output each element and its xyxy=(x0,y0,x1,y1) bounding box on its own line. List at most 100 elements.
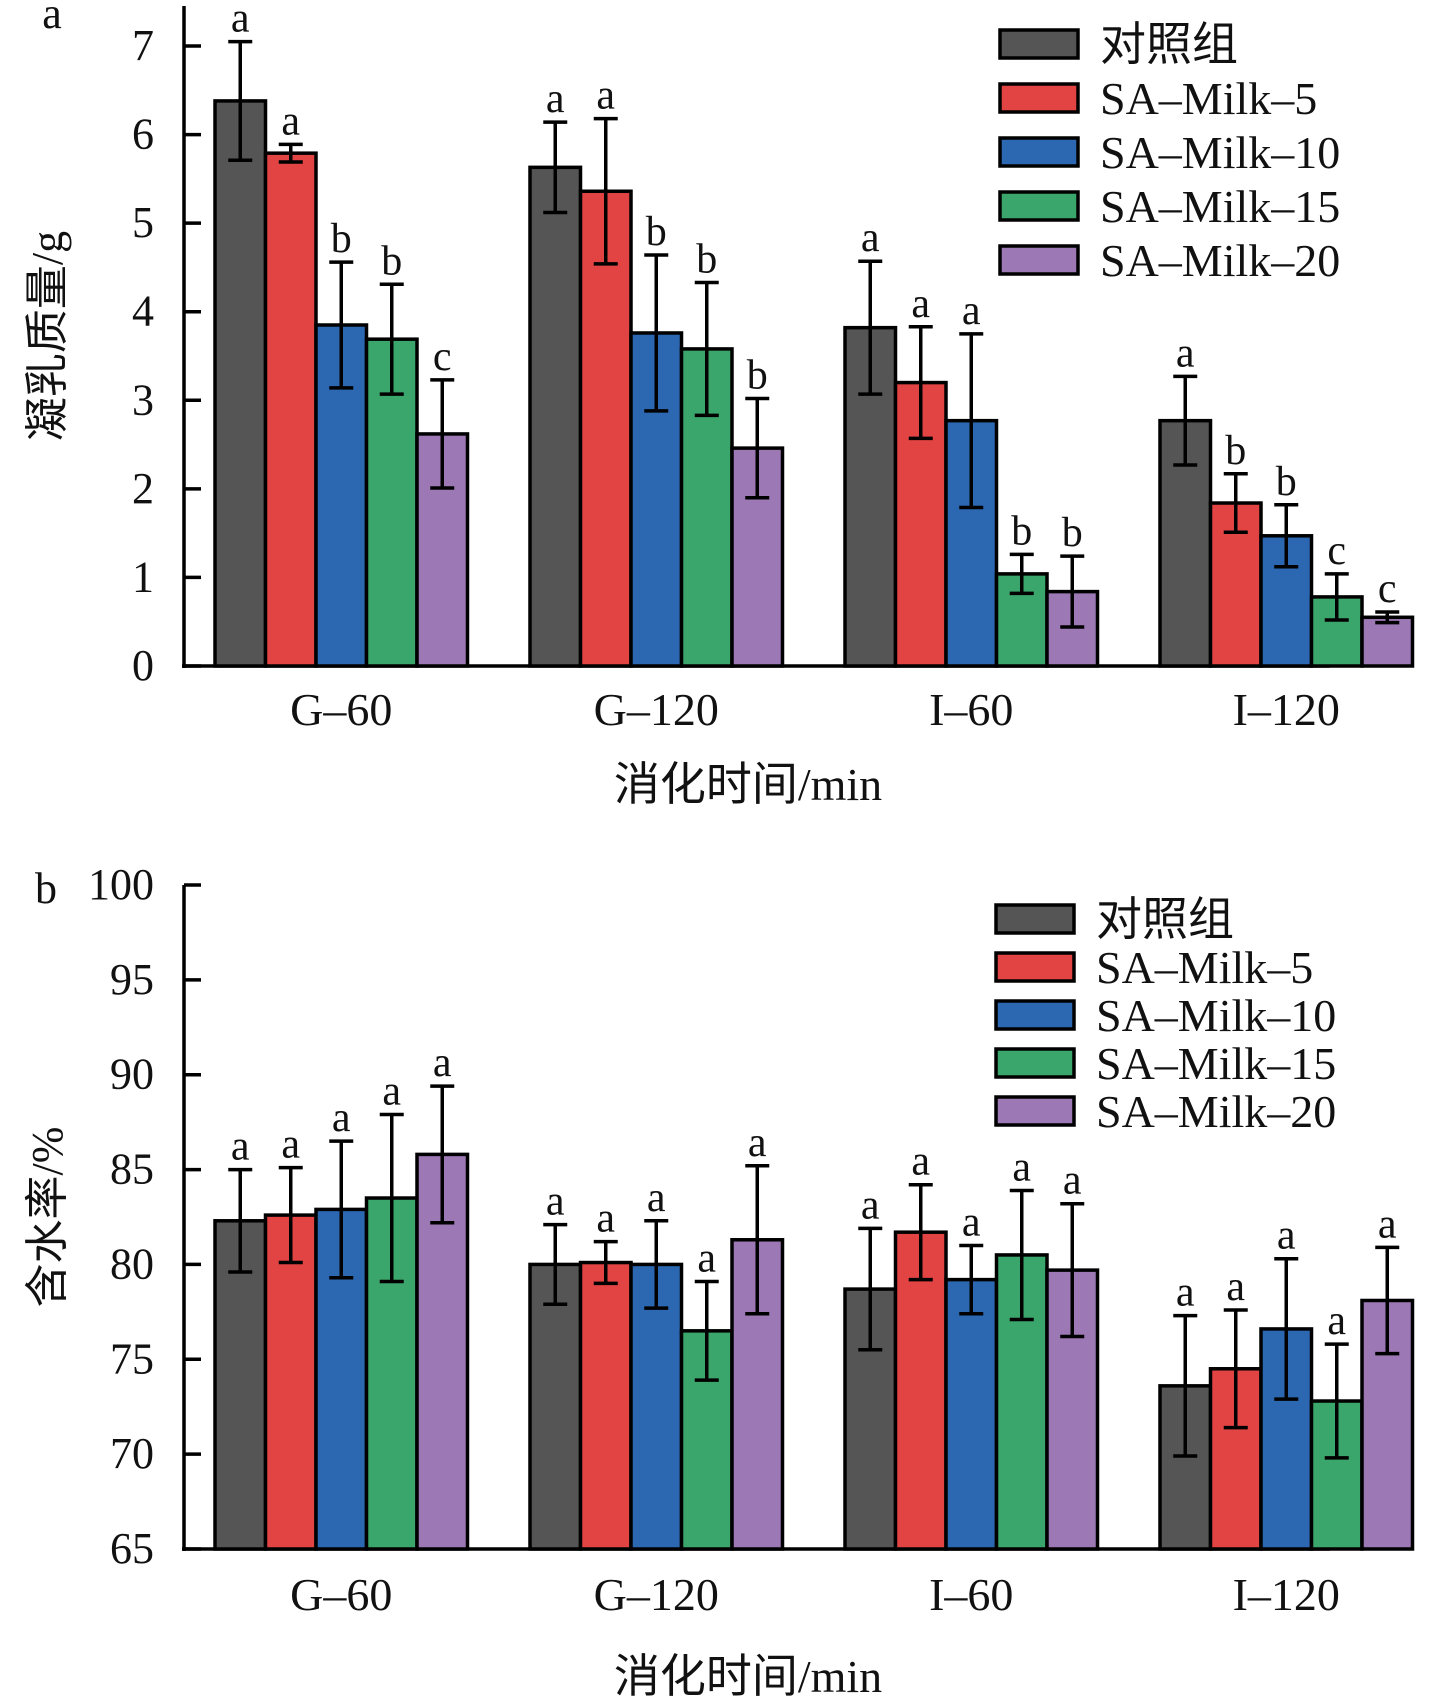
x-axis-title: 消化时间/min xyxy=(614,759,882,810)
bar xyxy=(528,1262,583,1551)
significance-label: a xyxy=(231,1124,250,1170)
y-tick-label: 90 xyxy=(110,1050,154,1099)
legend-swatch xyxy=(998,28,1080,60)
significance-label: a xyxy=(911,1139,930,1185)
y-axis-title: 凝乳质量/g xyxy=(23,231,72,441)
significance-label: a xyxy=(1176,330,1195,376)
y-tick-label: 85 xyxy=(110,1145,154,1194)
legend-swatch xyxy=(998,82,1080,114)
legend-swatch xyxy=(994,951,1076,983)
legend-label: SA–Milk–15 xyxy=(1100,181,1340,232)
significance-label: b xyxy=(696,236,717,282)
x-tick-label: G–120 xyxy=(594,1569,719,1620)
significance-label: b xyxy=(646,209,667,255)
legend-swatch xyxy=(994,999,1076,1031)
significance-label: b xyxy=(1225,428,1246,474)
legend-label: 对照组 xyxy=(1096,894,1234,945)
significance-label: a xyxy=(962,1199,981,1245)
x-tick-label: G–60 xyxy=(290,684,392,735)
y-axis-title: 含水率/% xyxy=(23,1127,72,1308)
significance-label: a xyxy=(962,288,981,334)
legend-label: SA–Milk–10 xyxy=(1096,990,1336,1041)
significance-label: a xyxy=(861,215,880,261)
y-tick-label: 1 xyxy=(132,552,154,601)
x-tick-label: G–60 xyxy=(290,1569,392,1620)
legend-label: SA–Milk–20 xyxy=(1096,1086,1336,1137)
significance-label: a xyxy=(1277,1213,1296,1259)
y-tick-label: 80 xyxy=(110,1239,154,1288)
significance-label: a xyxy=(647,1175,666,1221)
significance-label: a xyxy=(433,1040,452,1086)
bar xyxy=(528,165,583,668)
legend-label: 对照组 xyxy=(1100,19,1238,70)
significance-label: a xyxy=(748,1120,767,1166)
significance-label: a xyxy=(697,1236,716,1282)
significance-label: a xyxy=(1176,1270,1195,1316)
legend-label: SA–Milk–10 xyxy=(1100,127,1340,178)
bar xyxy=(263,151,318,668)
significance-label: a xyxy=(382,1069,401,1115)
x-tick-label: I–120 xyxy=(1233,684,1340,735)
panel-label: a xyxy=(42,0,62,38)
significance-label: c xyxy=(1327,528,1346,574)
y-tick-label: 2 xyxy=(132,464,154,513)
y-tick-label: 75 xyxy=(110,1334,154,1383)
legend-swatch xyxy=(994,903,1076,935)
significance-label: a xyxy=(1378,1201,1397,1247)
legend: 对照组SA–Milk–5SA–Milk–10SA–Milk–15SA–Milk–… xyxy=(998,19,1340,286)
significance-label: b xyxy=(1062,510,1083,556)
x-tick-label: I–60 xyxy=(929,1569,1013,1620)
legend-swatch xyxy=(998,136,1080,168)
legend-label: SA–Milk–5 xyxy=(1100,73,1317,124)
significance-label: a xyxy=(281,98,300,144)
y-tick-label: 70 xyxy=(110,1429,154,1478)
legend: 对照组SA–Milk–5SA–Milk–10SA–Milk–15SA–Milk–… xyxy=(994,894,1336,1137)
significance-label: b xyxy=(747,353,768,399)
significance-label: a xyxy=(1063,1158,1082,1204)
x-tick-label: G–120 xyxy=(594,684,719,735)
y-tick-label: 3 xyxy=(132,375,154,424)
legend-swatch xyxy=(994,1095,1076,1127)
y-tick-label: 95 xyxy=(110,955,154,1004)
bar xyxy=(213,99,268,668)
y-tick-label: 0 xyxy=(132,641,154,690)
legend-label: SA–Milk–5 xyxy=(1096,942,1313,993)
significance-label: a xyxy=(546,1179,565,1225)
bar xyxy=(263,1213,318,1551)
bar xyxy=(893,1230,948,1551)
x-tick-label: I–60 xyxy=(929,684,1013,735)
legend-swatch xyxy=(998,244,1080,276)
y-tick-label: 4 xyxy=(132,287,154,336)
legend-label: SA–Milk–20 xyxy=(1100,235,1340,286)
significance-label: a xyxy=(332,1095,351,1141)
legend-label: SA–Milk–15 xyxy=(1096,1038,1336,1089)
significance-label: a xyxy=(1327,1298,1346,1344)
bar xyxy=(1360,615,1415,668)
significance-label: a xyxy=(596,73,615,119)
significance-label: c xyxy=(433,334,452,380)
bar xyxy=(578,1260,633,1551)
y-tick-label: 7 xyxy=(132,21,154,70)
y-tick-label: 5 xyxy=(132,198,154,247)
significance-label: a xyxy=(861,1182,880,1228)
significance-label: a xyxy=(281,1122,300,1168)
y-tick-label: 100 xyxy=(88,860,154,909)
significance-label: a xyxy=(1226,1264,1245,1310)
significance-label: b xyxy=(1011,508,1032,554)
significance-label: a xyxy=(911,281,930,327)
significance-label: b xyxy=(381,238,402,284)
panel-label: b xyxy=(35,864,57,913)
x-axis-title: 消化时间/min xyxy=(614,1651,882,1702)
significance-label: a xyxy=(546,76,565,122)
significance-label: b xyxy=(1276,459,1297,505)
significance-label: b xyxy=(331,216,352,262)
significance-label: a xyxy=(1012,1144,1031,1190)
significance-label: c xyxy=(1378,566,1397,612)
legend-swatch xyxy=(998,190,1080,222)
legend-swatch xyxy=(994,1047,1076,1079)
significance-label: a xyxy=(231,0,250,42)
y-tick-label: 65 xyxy=(110,1524,154,1573)
